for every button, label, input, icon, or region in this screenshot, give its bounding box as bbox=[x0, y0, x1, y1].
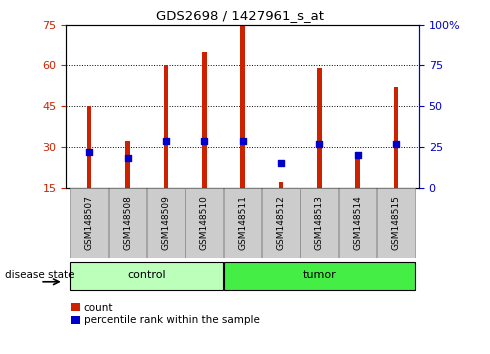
Point bbox=[123, 155, 131, 161]
FancyBboxPatch shape bbox=[71, 188, 108, 258]
FancyBboxPatch shape bbox=[377, 188, 415, 258]
Bar bbox=[164, 65, 168, 188]
Bar bbox=[87, 106, 92, 188]
FancyBboxPatch shape bbox=[300, 188, 338, 258]
Point bbox=[200, 139, 208, 144]
Bar bbox=[125, 142, 130, 188]
Bar bbox=[317, 68, 321, 188]
FancyBboxPatch shape bbox=[185, 188, 223, 258]
Point bbox=[85, 149, 93, 155]
Text: tumor: tumor bbox=[302, 270, 336, 280]
Text: disease state: disease state bbox=[5, 269, 74, 280]
Point bbox=[316, 141, 323, 147]
Legend: count, percentile rank within the sample: count, percentile rank within the sample bbox=[72, 303, 260, 325]
Point bbox=[354, 152, 362, 158]
Bar bbox=[202, 52, 206, 188]
Bar bbox=[279, 182, 283, 188]
Text: GSM148511: GSM148511 bbox=[238, 195, 247, 251]
Point bbox=[239, 139, 246, 144]
Bar bbox=[393, 87, 398, 188]
Bar bbox=[240, 25, 245, 188]
FancyBboxPatch shape bbox=[339, 188, 376, 258]
Text: GSM148510: GSM148510 bbox=[200, 195, 209, 251]
Text: GSM148515: GSM148515 bbox=[392, 195, 400, 251]
Point bbox=[277, 160, 285, 166]
Text: control: control bbox=[127, 270, 166, 280]
Text: GSM148509: GSM148509 bbox=[161, 195, 171, 251]
FancyBboxPatch shape bbox=[109, 188, 147, 258]
Text: GSM148514: GSM148514 bbox=[353, 196, 362, 250]
Text: GDS2698 / 1427961_s_at: GDS2698 / 1427961_s_at bbox=[156, 9, 324, 22]
Text: GSM148513: GSM148513 bbox=[315, 195, 324, 251]
Bar bbox=[224, 262, 415, 290]
Point bbox=[392, 141, 400, 147]
Point bbox=[162, 139, 170, 144]
Text: GSM148507: GSM148507 bbox=[85, 195, 94, 251]
Text: GSM148512: GSM148512 bbox=[276, 196, 285, 250]
FancyBboxPatch shape bbox=[224, 188, 261, 258]
Bar bbox=[71, 262, 223, 290]
Text: GSM148508: GSM148508 bbox=[123, 195, 132, 251]
FancyBboxPatch shape bbox=[262, 188, 300, 258]
Bar bbox=[355, 158, 360, 188]
FancyBboxPatch shape bbox=[147, 188, 185, 258]
